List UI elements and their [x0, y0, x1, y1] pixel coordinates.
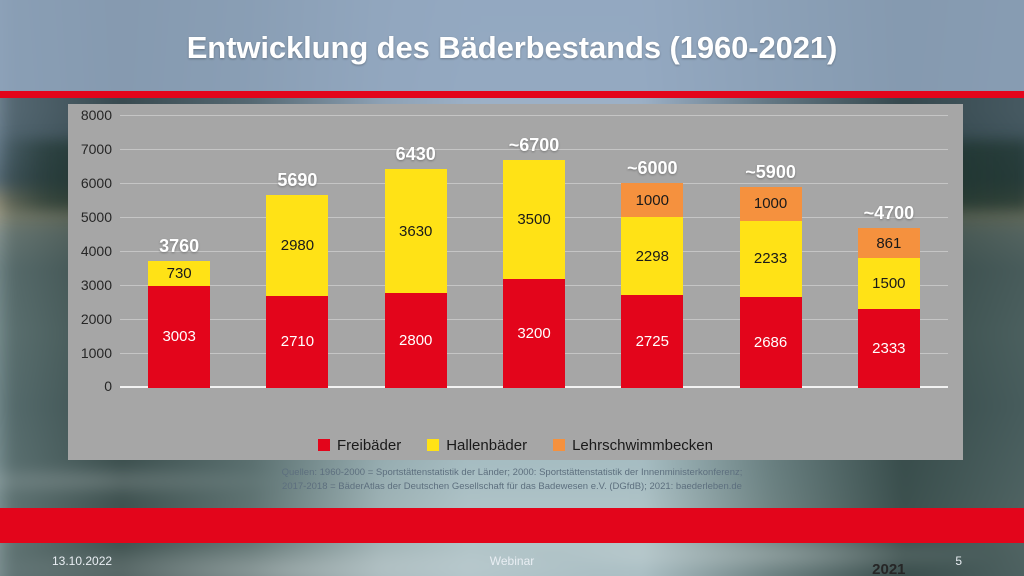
chart-bar-total-label: ~6000 [627, 158, 678, 179]
chart-bar-segment[interactable]: 861 [857, 228, 920, 258]
sources-line-2: 2017-2018 = BäderAtlas der Deutschen Ges… [282, 481, 742, 492]
legend-color-swatch [318, 439, 330, 451]
chart-gridline: 8000 [81, 107, 948, 123]
page-title: Entwicklung des Bäderbestands (1960-2021… [186, 30, 838, 65]
chart-bar-total-label: 6430 [395, 144, 436, 165]
legend-label: Lehrschwimmbecken [572, 436, 713, 454]
chart-panel-footer-strip [68, 452, 963, 460]
chart-plot-area: 8000 7000 6000 5000 4000 3000 2000 1000 0 730 3003… [81, 107, 948, 576]
chart-bar-segment[interactable]: 2298 [621, 217, 684, 296]
y-axis-tick-label: 4000 [80, 243, 112, 259]
chart-bar-segment[interactable]: 2725 [621, 295, 684, 388]
chart-bar-segment[interactable]: 2800 [384, 292, 447, 388]
chart-bar-segment[interactable]: 1000 [621, 183, 684, 218]
chart-bar-group[interactable]: 861 1500 2333 ~4700 2021 [857, 203, 920, 576]
chart-bar-segment[interactable]: 2980 [266, 194, 329, 296]
y-axis-tick-label: 0 [104, 378, 112, 394]
chart-bar-segment[interactable]: 3200 [503, 279, 565, 388]
y-axis-tick-label: 5000 [80, 209, 112, 225]
footer-event-name: Webinar [489, 554, 535, 568]
chart-bar-segment[interactable]: 2686 [739, 296, 802, 388]
chart-bar-group[interactable]: 2980271056901976 [266, 170, 329, 388]
chart-panel: 8000 7000 6000 5000 4000 3000 2000 1000 0 730 3003… [68, 104, 963, 576]
chart-bar-segment[interactable]: 2710 [266, 295, 329, 388]
chart-bar-segment[interactable]: 1000 [739, 186, 802, 221]
legend-color-swatch [427, 439, 440, 451]
chart-bar-segment[interactable]: 3500 [503, 160, 565, 280]
chart-bar-segment[interactable]: 1500 [857, 257, 920, 309]
chart-bar-group[interactable]: 3630280064301988 [384, 144, 447, 388]
chart-bar-segment[interactable]: 3630 [384, 169, 447, 293]
legend-label: Freibäder [337, 436, 402, 454]
chart-bar-group[interactable]: 730300337601960 [148, 236, 211, 545]
chart-bar-total-label: ~4700 [863, 203, 915, 224]
chart-gridline: 7000 [81, 141, 948, 157]
legend-item[interactable]: Freibäder [318, 437, 401, 454]
x-axis-tick-label: 2021 [872, 560, 906, 576]
chart-bar-segment[interactable]: 730 [148, 261, 211, 286]
chart-bar-segment[interactable]: 3003 [148, 285, 211, 388]
chart-legend: Freibäder Hallenbäder Lehrschwimmbecken [68, 435, 963, 455]
legend-color-swatch [553, 439, 566, 451]
y-axis-tick-label: 1000 [80, 345, 112, 361]
y-axis-tick-label: 7000 [80, 141, 112, 157]
chart-bar-segment[interactable]: 2233 [739, 220, 802, 297]
chart-bar-segment[interactable]: 2333 [857, 308, 920, 388]
chart-bar-total-label: 3760 [159, 236, 200, 257]
chart-bar-total-label: 5690 [277, 169, 318, 190]
y-axis-tick-label: 6000 [80, 175, 112, 191]
y-axis-tick-label: 2000 [80, 311, 112, 327]
legend-label: Hallenbäder [446, 436, 528, 454]
y-axis-tick-label: 3000 [80, 277, 112, 293]
sources-note: Quellen: 1960-2000 = Sportstättenstatist… [0, 466, 1024, 494]
slide-header: Entwicklung des Bäderbestands (1960-2021… [0, 0, 1024, 92]
footer-date: 13.10.2022 [52, 554, 113, 568]
sources-line-1: Quellen: 1960-2000 = Sportstättenstatist… [281, 467, 743, 478]
legend-item[interactable]: Lehrschwimmbecken [553, 437, 713, 454]
y-axis-tick-label: 8000 [80, 107, 112, 123]
chart-bar-total-label: ~5900 [745, 161, 796, 182]
footer-page-number: 5 [955, 554, 962, 568]
header-divider [0, 91, 1024, 98]
legend-item[interactable]: Hallenbäder [427, 437, 527, 454]
chart-bar-total-label: ~6700 [508, 135, 560, 156]
footer-band: dlrg.de DLRG [0, 508, 1024, 543]
